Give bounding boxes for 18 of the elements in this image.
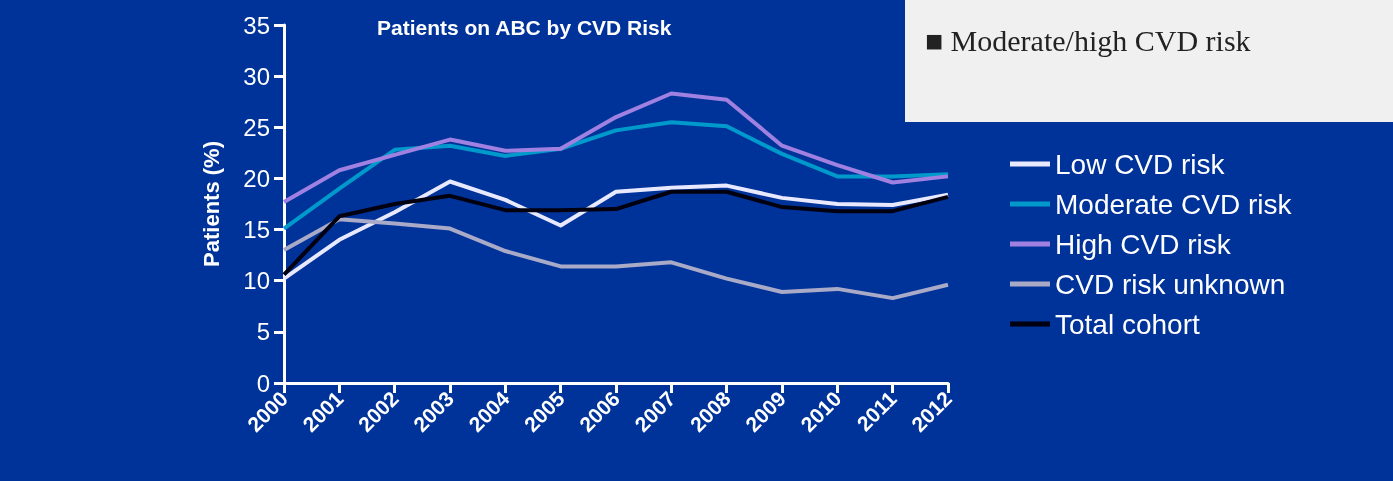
note-panel: ■ Moderate/high CVD risk <box>905 0 1393 122</box>
chart-title: Patients on ABC by CVD Risk <box>377 16 672 39</box>
y-tick-label: 15 <box>243 216 270 244</box>
y-axis-title: Patients (%) <box>198 141 224 267</box>
legend-label: CVD risk unknown <box>1055 268 1286 300</box>
legend-label: High CVD risk <box>1055 228 1232 260</box>
y-tick-label: 0 <box>256 369 270 397</box>
legend-label: Low CVD risk <box>1055 148 1226 180</box>
legend-label: Moderate CVD risk <box>1055 188 1293 220</box>
legend-label: Total cohort <box>1055 308 1200 340</box>
y-tick-label: 10 <box>243 267 270 295</box>
line-series <box>282 217 950 301</box>
y-tick-label: 25 <box>243 113 270 141</box>
y-tick-label: 35 <box>243 11 270 39</box>
y-tick-label: 5 <box>256 318 270 346</box>
line-series <box>282 91 950 204</box>
y-tick-label: 30 <box>243 62 270 90</box>
y-tick-label: 20 <box>243 164 270 192</box>
